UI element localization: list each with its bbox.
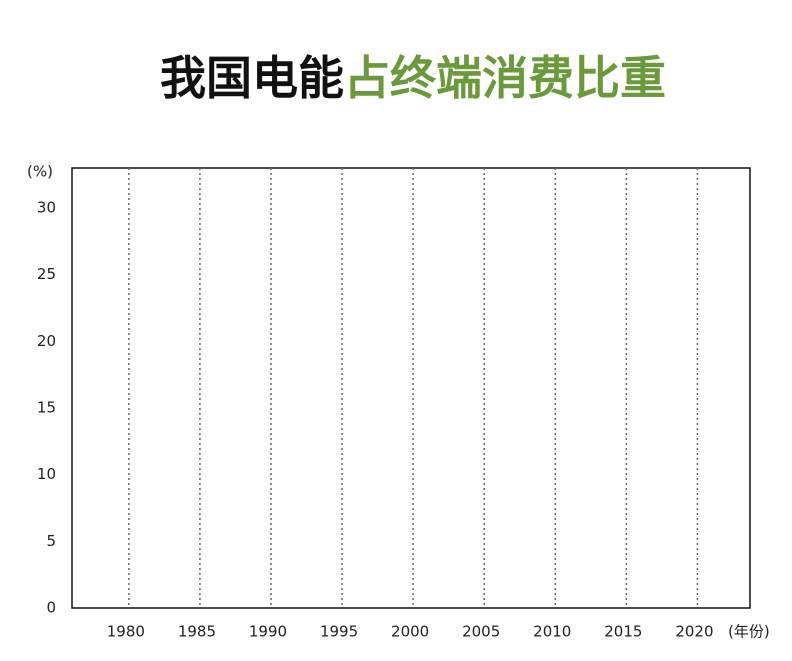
y-tick-label: 30 — [37, 199, 56, 217]
y-tick-label: 5 — [46, 532, 56, 550]
title-part: 我国电能 — [160, 51, 344, 105]
y-axis-label: (%) — [27, 163, 53, 181]
x-tick-label: 2015 — [604, 623, 642, 641]
y-tick-label: 25 — [37, 265, 56, 283]
y-tick-label: 10 — [37, 465, 56, 483]
y-tick-label: 15 — [37, 399, 56, 417]
title-part: 占终端消费比重 — [344, 51, 666, 105]
x-tick-label: 2005 — [462, 623, 500, 641]
x-tick-label: 1990 — [249, 623, 287, 641]
x-tick-label: 1995 — [320, 623, 358, 641]
x-axis-label: (年份) — [728, 623, 770, 641]
plot-frame — [71, 167, 751, 609]
x-tick-label: 2010 — [533, 623, 571, 641]
x-tick-label: 2000 — [391, 623, 429, 641]
x-tick-label: 1985 — [178, 623, 216, 641]
x-tick-label: 2020 — [675, 623, 713, 641]
chart-title: 我国电能占终端消费比重 — [160, 51, 666, 105]
y-tick-label: 0 — [46, 599, 56, 617]
y-tick-label: 20 — [37, 332, 56, 350]
x-tick-label: 1980 — [107, 623, 145, 641]
